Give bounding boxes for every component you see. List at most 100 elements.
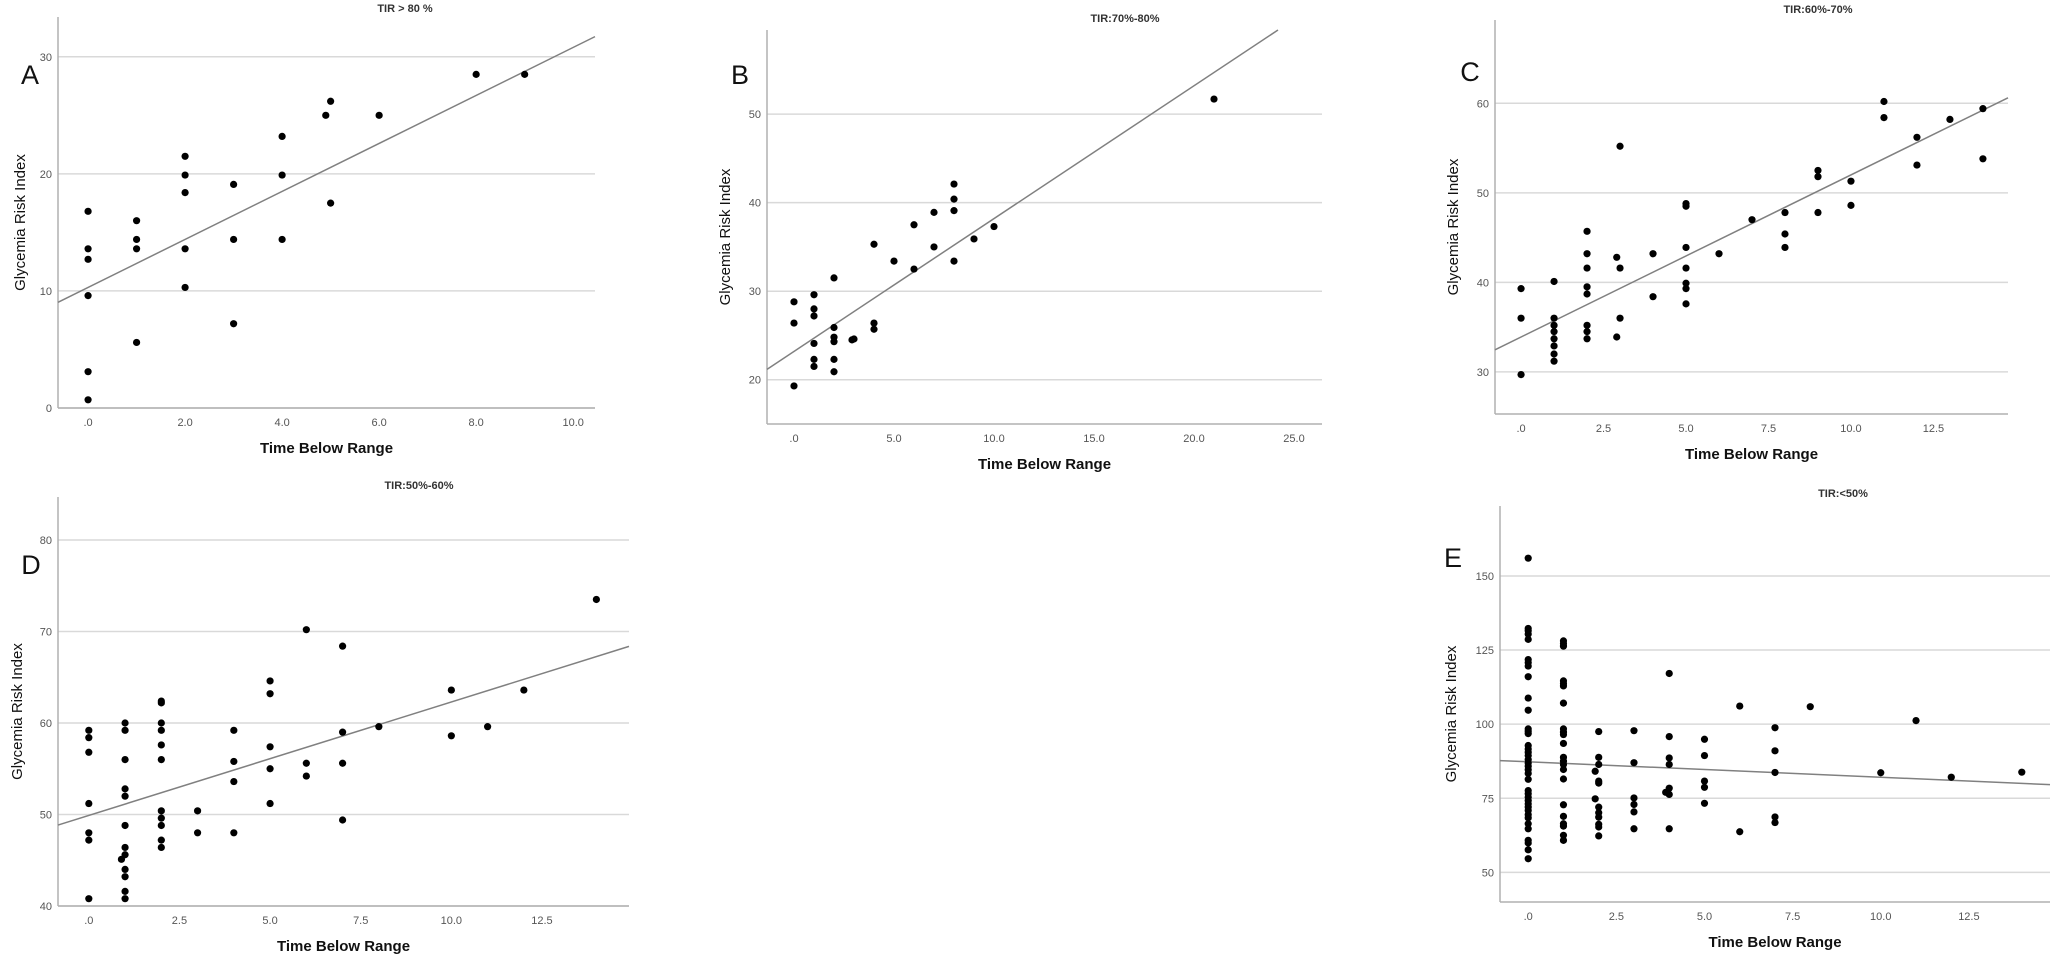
- y-tick-label: 50: [749, 109, 761, 121]
- x-tick-label: 10.0: [1840, 423, 1861, 435]
- y-tick-label: 50: [1477, 188, 1489, 200]
- y-tick-label: 50: [1482, 867, 1494, 879]
- x-axis-title: Time Below Range: [1685, 446, 1818, 463]
- data-point: [521, 70, 529, 78]
- y-tick-label: 75: [1482, 793, 1494, 805]
- data-point: [810, 362, 818, 371]
- data-point: [1524, 730, 1532, 738]
- data-point: [1771, 768, 1779, 777]
- data-point: [1595, 832, 1603, 840]
- data-point: [84, 207, 92, 215]
- data-point: [1583, 321, 1591, 329]
- panel-letter: E: [1444, 543, 1462, 573]
- y-tick-label: 40: [1477, 277, 1489, 289]
- data-point: [121, 887, 129, 895]
- data-point: [157, 726, 165, 734]
- data-point: [266, 743, 274, 751]
- data-point: [1583, 250, 1591, 258]
- data-point: [121, 895, 129, 903]
- data-point: [157, 821, 165, 830]
- x-tick-label: 10.0: [441, 915, 462, 927]
- data-point: [1550, 277, 1558, 286]
- data-point: [157, 756, 165, 764]
- data-point: [230, 320, 238, 328]
- data-point: [1550, 342, 1558, 350]
- panel-title: TIR > 80 %: [377, 3, 433, 15]
- data-point: [1595, 760, 1603, 769]
- data-point: [1682, 285, 1690, 293]
- data-point: [1524, 814, 1532, 822]
- data-point: [1847, 177, 1855, 185]
- data-point: [85, 748, 93, 756]
- fit-line: [766, 29, 1279, 370]
- data-point: [1559, 836, 1568, 844]
- data-point: [181, 245, 189, 253]
- data-point: [1946, 115, 1954, 123]
- data-point: [1613, 253, 1621, 261]
- data-point: [1550, 328, 1558, 336]
- data-point: [1665, 754, 1673, 762]
- data-point: [1682, 279, 1690, 287]
- data-point: [1524, 820, 1532, 828]
- data-point: [1559, 822, 1568, 830]
- data-point: [1524, 694, 1532, 702]
- data-point: [84, 368, 92, 376]
- data-point: [375, 723, 383, 731]
- data-point: [1559, 699, 1568, 707]
- data-point: [1665, 825, 1673, 833]
- data-point: [85, 836, 93, 844]
- data-point: [1550, 321, 1558, 329]
- data-point: [990, 222, 998, 231]
- data-point: [121, 785, 129, 793]
- data-point: [1524, 630, 1532, 638]
- data-point: [790, 319, 798, 327]
- y-tick-label: 10: [40, 286, 52, 298]
- data-point: [830, 368, 838, 376]
- fit-line: [57, 645, 630, 826]
- data-point: [327, 199, 335, 207]
- x-tick-label: 25.0: [1283, 433, 1304, 445]
- data-point: [1595, 823, 1603, 831]
- data-point: [1550, 335, 1558, 343]
- data-point: [1517, 371, 1525, 379]
- data-point: [375, 111, 383, 119]
- y-axis-title: Glycemia Risk Index: [1445, 158, 1462, 295]
- data-point: [1913, 161, 1921, 169]
- x-tick-label: 12.5: [531, 915, 552, 927]
- data-point: [338, 728, 347, 736]
- data-point: [1814, 166, 1822, 175]
- data-point: [85, 895, 93, 903]
- y-tick-label: 60: [1477, 98, 1489, 110]
- x-axis-title: Time Below Range: [1708, 934, 1841, 951]
- data-point: [1616, 142, 1624, 150]
- data-point: [1550, 314, 1558, 322]
- data-point: [950, 180, 958, 188]
- data-point: [447, 686, 455, 694]
- x-tick-label: .0: [84, 915, 93, 927]
- x-tick-label: 5.0: [886, 433, 901, 445]
- data-point: [157, 719, 165, 727]
- data-point: [1630, 727, 1638, 735]
- data-point: [1616, 264, 1624, 272]
- data-point: [1613, 333, 1621, 341]
- data-point: [830, 338, 838, 346]
- data-point: [1771, 747, 1779, 755]
- data-point: [230, 180, 238, 189]
- data-point: [1665, 669, 1673, 678]
- x-tick-label: 6.0: [371, 417, 386, 429]
- y-tick-label: 40: [40, 901, 52, 913]
- data-point: [910, 265, 918, 273]
- data-point: [1591, 767, 1599, 775]
- data-point: [1559, 775, 1568, 783]
- data-point: [1583, 328, 1591, 336]
- data-point: [1700, 783, 1709, 791]
- data-point: [157, 741, 165, 749]
- data-point: [121, 792, 129, 800]
- data-point: [1700, 735, 1709, 743]
- data-point: [338, 816, 347, 824]
- data-point: [1771, 818, 1779, 827]
- data-point: [1771, 724, 1779, 732]
- x-tick-label: 5.0: [1678, 423, 1693, 435]
- fit-line: [1494, 97, 2009, 351]
